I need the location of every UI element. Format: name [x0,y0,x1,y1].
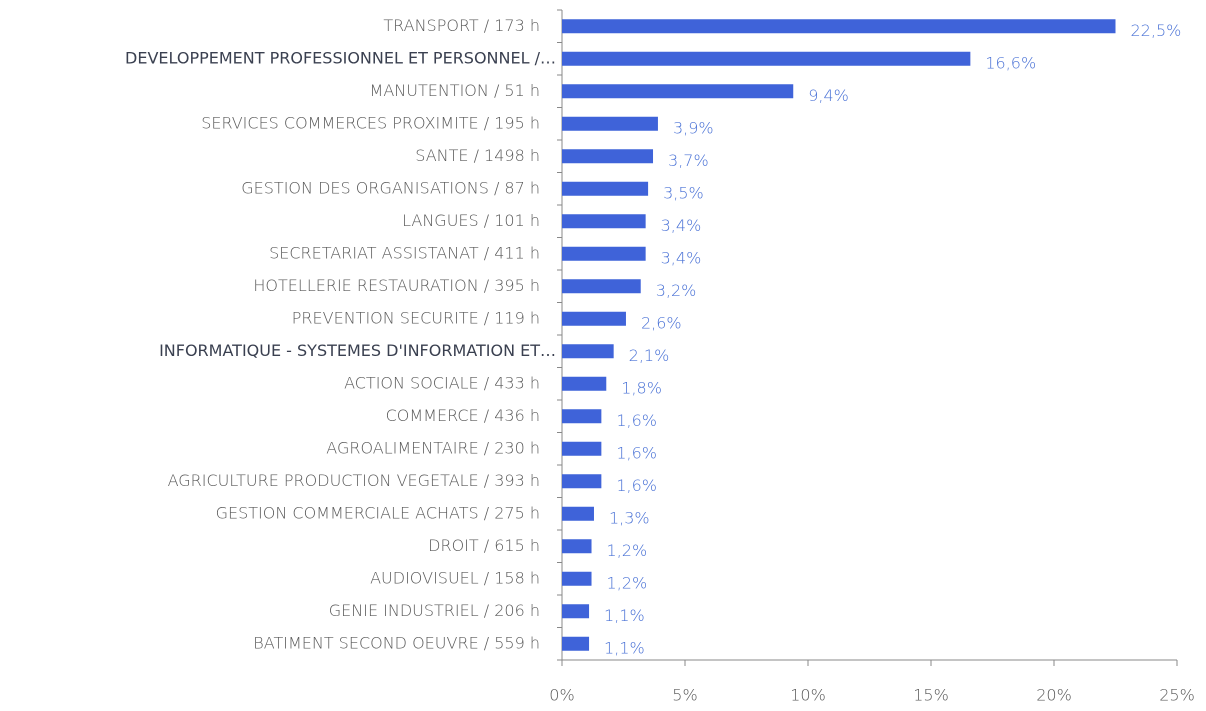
bar [562,116,658,131]
category-label: PREVENTION SECURITE / 119 h [292,308,540,327]
x-tick-label: 5% [672,686,697,705]
value-label: 3,5% [663,183,704,202]
bar [562,506,594,521]
x-tick-label: 25% [1159,686,1195,705]
category-label: TRANSPORT / 173 h [383,16,540,35]
category-label: SECRETARIAT ASSISTANAT / 411 h [269,243,540,262]
bar [562,539,592,554]
category-label: INFORMATIQUE - SYSTEMES D'INFORMATION ET… [159,341,556,360]
x-tick-label: 20% [1036,686,1072,705]
bar [562,181,649,196]
category-label: HOTELLERIE RESTAURATION / 395 h [253,276,540,295]
value-label: 3,9% [673,118,714,137]
category-label: GESTION DES ORGANISATIONS / 87 h [241,178,540,197]
bar [562,441,602,456]
bar [562,19,1116,34]
bar [562,571,592,586]
value-label: 3,4% [661,216,702,235]
value-label: 16,6% [985,53,1036,72]
bar [562,604,590,619]
value-label: 1,6% [616,411,657,430]
value-label: 1,8% [621,378,662,397]
bar [562,311,626,326]
bar [562,344,614,359]
x-tick-label: 15% [913,686,949,705]
x-tick-label: 0% [549,686,574,705]
category-label: MANUTENTION / 51 h [370,81,540,100]
value-label: 1,6% [616,476,657,495]
value-label: 1,1% [604,638,645,657]
x-tick-label: 10% [790,686,826,705]
bar [562,149,654,164]
category-label: SERVICES COMMERCES PROXIMITE / 195 h [201,113,540,132]
category-label: AGROALIMENTAIRE / 230 h [326,438,540,457]
category-label: GESTION COMMERCIALE ACHATS / 275 h [216,503,540,522]
bar [562,279,641,294]
value-label: 1,2% [607,573,648,592]
value-label: 1,3% [609,508,650,527]
bar [562,214,646,229]
bar [562,474,602,489]
bar [562,409,602,424]
category-label: GENIE INDUSTRIEL / 206 h [329,601,540,620]
value-label: 9,4% [808,86,849,105]
bar [562,51,971,66]
category-label: AGRICULTURE PRODUCTION VEGETALE / 393 h [168,471,540,490]
value-label: 1,1% [604,606,645,625]
category-label: COMMERCE / 436 h [386,406,540,425]
bar [562,636,590,651]
category-label: BATIMENT SECOND OEUVRE / 559 h [253,633,540,652]
value-label: 1,6% [616,443,657,462]
category-label: ACTION SOCIALE / 433 h [344,373,540,392]
category-label: DEVELOPPEMENT PROFESSIONNEL ET PERSONNEL… [125,48,556,67]
value-label: 2,1% [629,346,670,365]
category-label: LANGUES / 101 h [402,211,540,230]
category-label: SANTE / 1498 h [415,146,540,165]
value-label: 2,6% [641,313,682,332]
bar [562,84,794,99]
value-label: 3,7% [668,151,709,170]
bar [562,246,646,261]
value-label: 22,5% [1131,21,1182,40]
value-label: 3,2% [656,281,697,300]
category-label: AUDIOVISUEL / 158 h [370,568,540,587]
category-label: DROIT / 615 h [428,536,540,555]
bar [562,376,607,391]
value-label: 1,2% [607,541,648,560]
value-label: 3,4% [661,248,702,267]
